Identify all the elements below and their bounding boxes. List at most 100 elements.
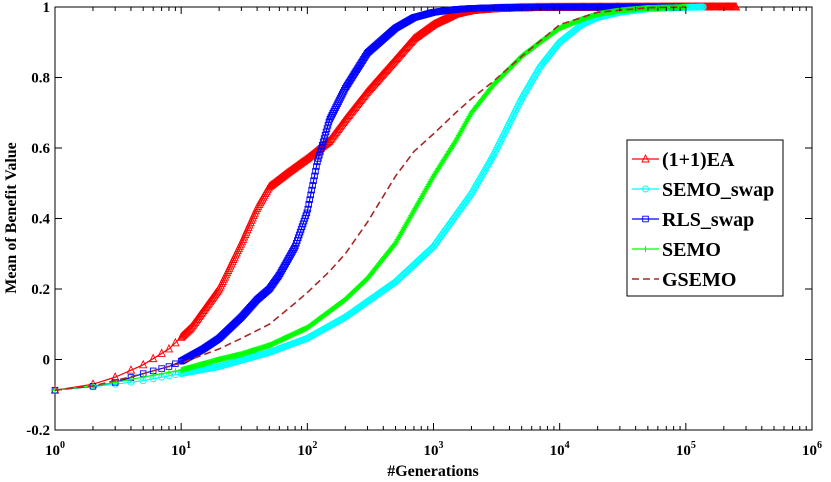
point-semo-swap (479, 170, 487, 178)
point-semo-swap (530, 73, 538, 81)
legend-marker (642, 185, 649, 193)
point-semo-swap (699, 3, 707, 11)
point-1-1-ea (164, 343, 174, 353)
legend-label: RLS_swap (662, 209, 754, 231)
x-tick-label: 105 (676, 440, 696, 459)
point-rls-swap (323, 125, 331, 132)
point-semo-swap (475, 177, 483, 185)
point-semo-swap (525, 82, 533, 90)
point-rls-swap (321, 132, 329, 139)
point-semo (150, 372, 157, 379)
y-tick-label: -0.2 (26, 423, 50, 439)
point-semo-swap (528, 77, 536, 84)
ticks-layer: 100 101 102 103 104 105 106 -0.2 0 0.2 0.4 0.6 0.8 1 (26, 0, 822, 459)
point-rls-swap (310, 177, 317, 184)
y-tick-label: 0.2 (31, 282, 50, 298)
series-rls-swap (51, 3, 683, 394)
point-semo-swap (470, 186, 478, 194)
point-rls-swap (316, 151, 323, 159)
x-tick-label: 102 (297, 440, 317, 459)
point-1-1-ea (178, 331, 187, 340)
point-semo-swap (471, 184, 479, 192)
point-semo-swap (527, 78, 535, 86)
point-rls-swap (311, 172, 318, 180)
point-1-1-ea (731, 1, 741, 11)
legend-item-1-1-ea: (1+1)EA (632, 149, 735, 171)
point-rls-swap (322, 128, 330, 136)
point-semo-swap (483, 163, 491, 171)
x-tick-label: 104 (550, 440, 570, 459)
point-rls-swap (320, 135, 328, 142)
x-tick-label: 101 (171, 440, 191, 459)
legend-item-gsemo: GSEMO (632, 269, 736, 291)
point-1-1-ea (183, 326, 192, 335)
point-semo-swap (521, 89, 529, 97)
point-rls-swap (319, 138, 327, 146)
legend-label: SEMO_swap (662, 179, 774, 201)
series-gsemo (54, 6, 686, 391)
point-semo (165, 369, 172, 376)
legend-marker (642, 215, 649, 223)
point-semo-swap (518, 94, 526, 102)
point-semo-swap (519, 92, 527, 100)
point-semo-swap (533, 68, 541, 76)
legend-item-rls-swap: RLS_swap (632, 209, 754, 231)
point-rls-swap (291, 244, 298, 252)
point-semo-swap (524, 83, 532, 91)
point-semo-swap (522, 87, 530, 95)
point-semo-swap (485, 159, 493, 167)
legend-marker (642, 246, 649, 252)
legend-item-semo-swap: SEMO_swap (632, 179, 774, 201)
point-semo-swap (529, 75, 537, 83)
point-semo-swap (532, 70, 540, 77)
y-tick-label: 0 (43, 353, 51, 369)
point-rls-swap (313, 163, 320, 170)
point-rls-swap (307, 191, 314, 199)
point-semo-swap (520, 90, 528, 98)
point-semo-swap (484, 161, 492, 169)
point-rls-swap (315, 155, 322, 162)
point-rls-swap (317, 145, 325, 152)
point-semo (140, 374, 147, 381)
legend-box (626, 139, 784, 297)
point-semo-swap (480, 168, 488, 176)
x-axis-title: #Generations (387, 463, 479, 480)
point-rls-swap (305, 201, 313, 208)
point-rls-swap (290, 246, 297, 253)
point-semo-swap (526, 80, 534, 88)
point-rls-swap (318, 141, 326, 149)
legend-item-semo: SEMO (632, 239, 721, 261)
point-1-1-ea (157, 348, 166, 357)
point-semo (172, 368, 179, 375)
x-tick-label: 103 (424, 440, 444, 459)
point-semo-swap (469, 187, 477, 195)
y-tick-label: 0.4 (31, 212, 50, 228)
point-rls-swap (304, 205, 312, 213)
point-rls-swap (308, 186, 315, 194)
point-semo (158, 370, 165, 377)
y-axis-title: Mean of Benefit Value (3, 142, 20, 294)
point-rls-swap (306, 196, 313, 203)
point-rls-swap (314, 158, 321, 166)
point-rls-swap (317, 148, 324, 156)
point-1-1-ea (126, 365, 136, 374)
point-semo-swap (473, 180, 481, 188)
point-semo-swap (482, 165, 490, 172)
y-tick-label: 0.8 (31, 71, 50, 87)
legend-label: (1+1)EA (662, 149, 735, 171)
legend: (1+1)EA SEMO_swap RLS_swap SEMO GSEMO (626, 139, 784, 297)
point-semo-swap (481, 166, 489, 174)
point-semo-swap (468, 189, 476, 197)
x-tick-label: 100 (45, 440, 65, 459)
point-1-1-ea (171, 337, 180, 347)
point-semo-swap (474, 179, 482, 187)
point-semo-swap (523, 85, 531, 93)
point-rls-swap (303, 209, 311, 217)
point-1-1-ea (148, 353, 158, 363)
point-semo-swap (488, 154, 496, 162)
y-tick-label: 1 (43, 0, 51, 16)
point-rls-swap (312, 167, 319, 175)
legend-label: SEMO (662, 239, 721, 261)
point-semo-swap (476, 175, 484, 183)
